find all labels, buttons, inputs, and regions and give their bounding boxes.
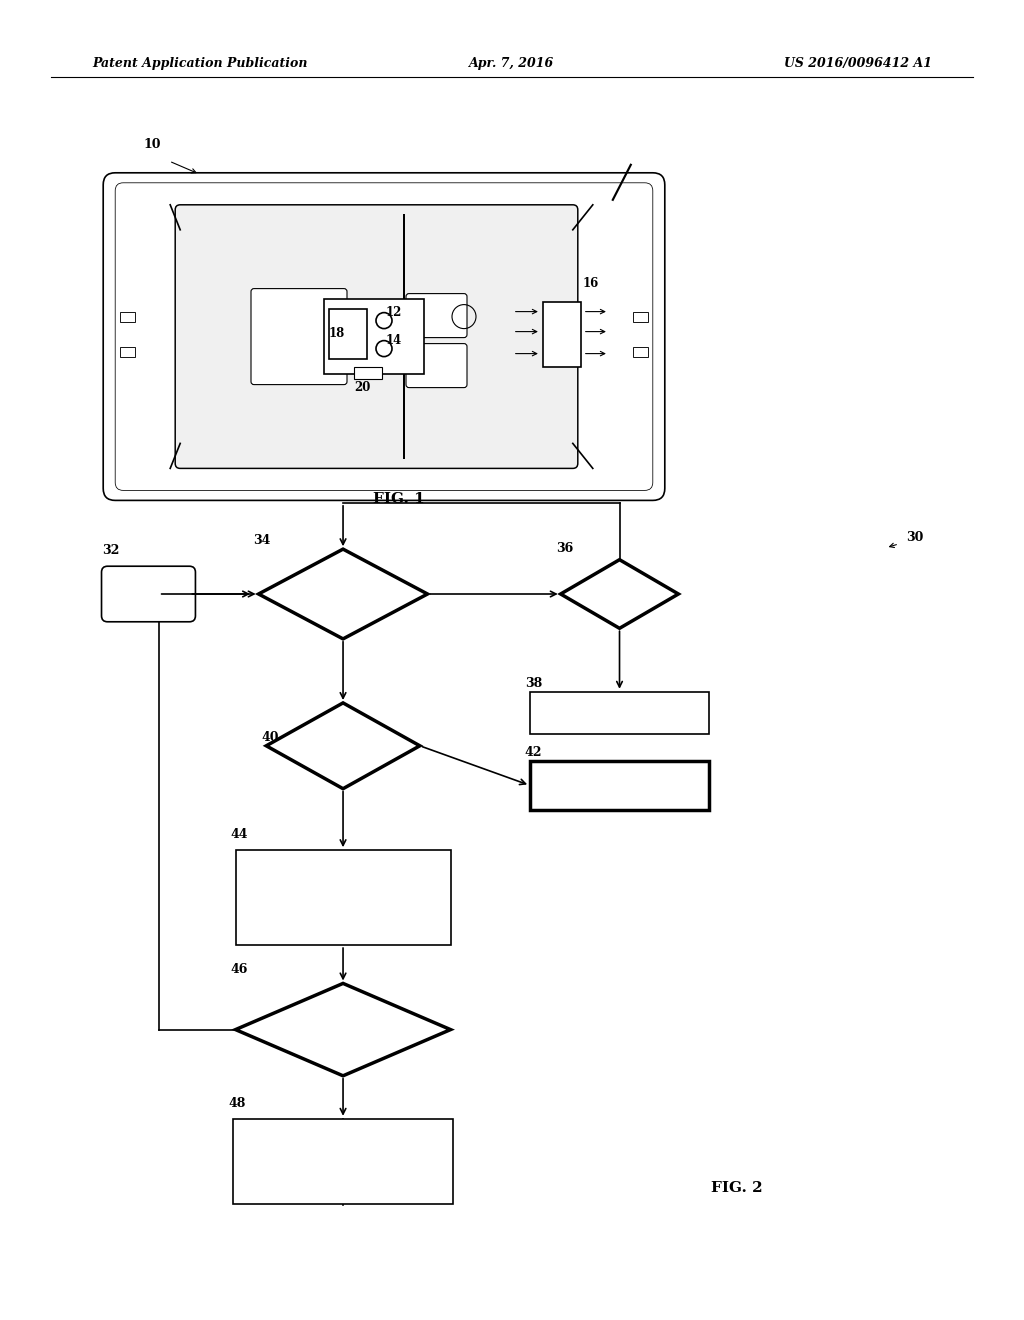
Bar	[354, 367, 382, 379]
FancyBboxPatch shape	[406, 293, 467, 338]
Text: 40: 40	[261, 731, 279, 743]
Text: 46: 46	[230, 964, 248, 977]
Text: 16: 16	[583, 277, 599, 290]
Text: 14: 14	[386, 334, 402, 347]
Text: 32: 32	[102, 544, 120, 557]
FancyBboxPatch shape	[101, 566, 196, 622]
Text: 30: 30	[906, 531, 924, 544]
Bar	[543, 301, 581, 367]
Bar	[120, 312, 135, 322]
FancyBboxPatch shape	[103, 173, 665, 500]
Text: 44: 44	[230, 828, 248, 841]
FancyBboxPatch shape	[175, 205, 578, 469]
Bar	[120, 347, 135, 356]
Text: 10: 10	[143, 137, 161, 150]
Bar	[233, 1118, 453, 1204]
Text: FIG. 1: FIG. 1	[374, 492, 425, 506]
Bar	[530, 760, 709, 810]
Text: US 2016/0096412 A1: US 2016/0096412 A1	[783, 57, 932, 70]
Text: Patent Application Publication: Patent Application Publication	[92, 57, 307, 70]
FancyBboxPatch shape	[406, 343, 467, 388]
Bar	[633, 347, 648, 356]
Text: 12: 12	[386, 306, 402, 319]
Bar	[633, 312, 648, 322]
Text: 20: 20	[354, 380, 371, 393]
Bar	[324, 298, 424, 374]
Text: 34: 34	[254, 535, 271, 546]
Bar	[530, 692, 709, 734]
Text: 38: 38	[525, 677, 542, 689]
Text: 36: 36	[556, 541, 572, 554]
Bar	[329, 309, 367, 359]
Text: 48: 48	[228, 1097, 246, 1110]
FancyBboxPatch shape	[251, 289, 347, 384]
Text: Apr. 7, 2016: Apr. 7, 2016	[469, 57, 555, 70]
Text: FIG. 2: FIG. 2	[712, 1181, 763, 1195]
Text: 42: 42	[525, 746, 543, 759]
Bar	[236, 850, 451, 945]
Text: 18: 18	[329, 327, 345, 341]
